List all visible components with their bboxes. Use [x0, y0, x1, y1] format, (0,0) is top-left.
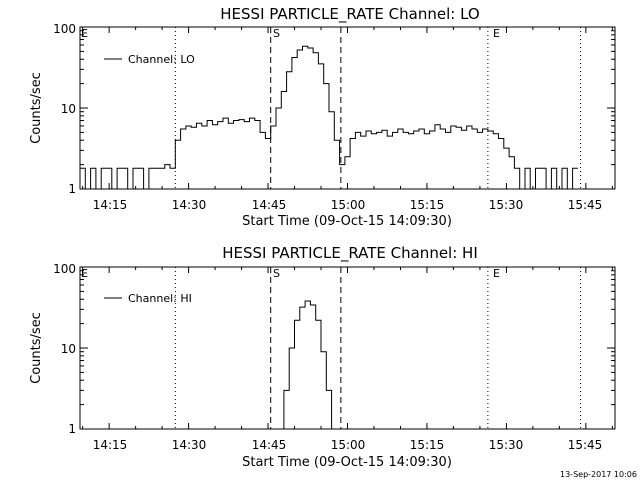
panel-hi-xtick-label: 15:30: [489, 438, 524, 452]
panel-hi-series-line: [278, 300, 337, 430]
panel-lo-marker-label: S: [273, 27, 280, 40]
panel-lo-title: HESSI PARTICLE_RATE Channel: LO: [220, 5, 479, 24]
panel-hi-xlabel: Start Time (09-Oct-15 14:09:30): [242, 455, 452, 470]
panel-lo-series-line: [80, 45, 578, 190]
panel-hi-legend-label: Channel: HI: [128, 292, 192, 305]
panel-hi-marker-label: E: [81, 267, 88, 280]
panel-lo-xtick-label: 14:15: [93, 198, 128, 212]
panel-hi-ytick-label: 100: [53, 262, 76, 276]
panel-lo-ytick-label: 10: [61, 102, 76, 116]
panel-lo-ytick-label: 100: [53, 22, 76, 36]
panel-hi-xtick-label: 15:15: [410, 438, 445, 452]
panel-lo-xtick-label: 15:15: [410, 198, 445, 212]
panel-lo-xtick-label: 14:30: [172, 198, 207, 212]
panel-hi-marker-label: E: [493, 267, 500, 280]
panel-hi-xtick-label: 14:15: [93, 438, 128, 452]
panel-lo-marker-label: E: [81, 27, 88, 40]
panel-lo-legend-label: Channel: LO: [128, 53, 195, 66]
footer-timestamp: 13-Sep-2017 10:06: [560, 470, 637, 479]
panel-hi-xtick-label: 15:45: [568, 438, 603, 452]
panel-lo-ytick-label: 1: [68, 182, 76, 196]
panel-lo-ticks: [80, 26, 615, 190]
panel-lo-ylabel: Counts/sec: [29, 72, 44, 144]
panel-hi: HESSI PARTICLE_RATE Channel: HI Counts/s…: [29, 244, 616, 470]
panel-lo: HESSI PARTICLE_RATE Channel: LO Counts/s…: [29, 5, 616, 229]
panel-lo-annotations: [174, 27, 582, 189]
panel-hi-annotations: [174, 267, 582, 429]
panel-hi-xtick-label: 14:45: [252, 438, 287, 452]
panel-hi-ytick-label: 10: [61, 342, 76, 356]
panel-hi-xtick-label: 15:00: [331, 438, 366, 452]
panel-lo-xtick-label: 15:30: [489, 198, 524, 212]
panel-hi-title: HESSI PARTICLE_RATE Channel: HI: [222, 244, 478, 263]
panel-lo-xtick-label: 15:00: [331, 198, 366, 212]
panel-hi-ylabel: Counts/sec: [29, 312, 44, 384]
panel-hi-ticks: [80, 266, 615, 430]
panel-lo-xtick-label: 15:45: [568, 198, 603, 212]
panel-lo-xtick-label: 14:45: [252, 198, 287, 212]
panel-lo-xlabel: Start Time (09-Oct-15 14:09:30): [242, 214, 452, 229]
panel-hi-marker-label: S: [273, 267, 280, 280]
panel-hi-xtick-label: 14:30: [172, 438, 207, 452]
panel-hi-ytick-label: 1: [68, 422, 76, 436]
panel-lo-marker-label: E: [493, 27, 500, 40]
